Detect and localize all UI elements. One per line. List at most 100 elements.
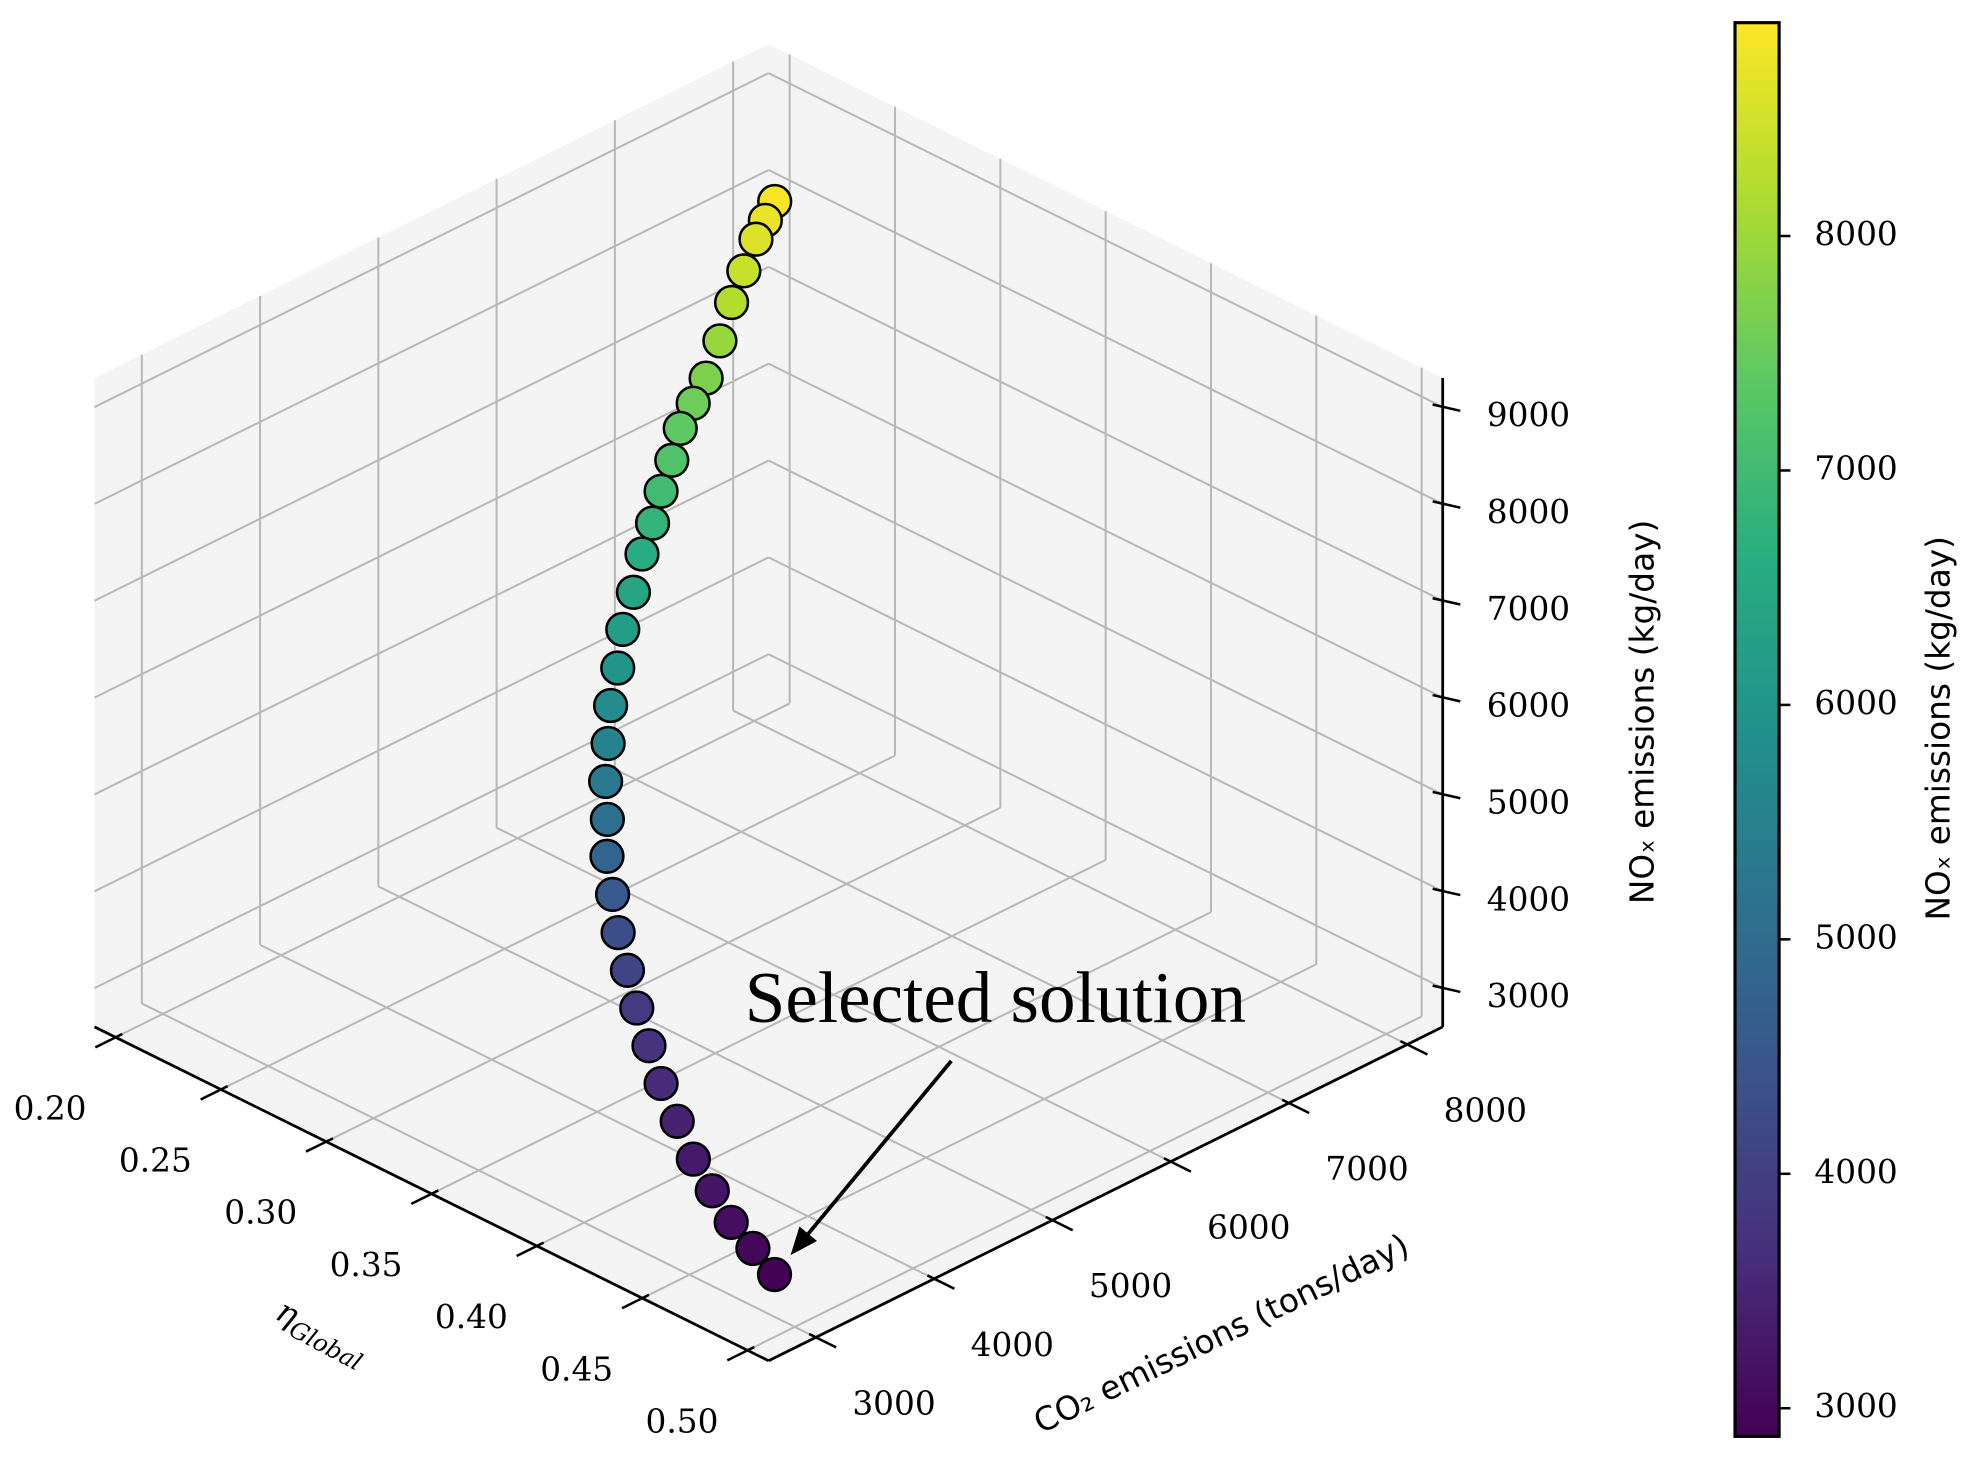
x-tick-label: 0.25 xyxy=(119,1142,192,1180)
tick-mark xyxy=(1432,984,1461,994)
tick-mark xyxy=(1432,597,1461,606)
y-axis-label: CO₂ emissions (tons/day) xyxy=(1028,1226,1415,1441)
x-tick-label: 0.45 xyxy=(540,1350,613,1388)
point xyxy=(590,725,626,762)
z-tick-label: 6000 xyxy=(1487,687,1570,725)
grid-line xyxy=(732,709,1408,1046)
grid-line xyxy=(94,362,770,699)
y-tick-label: 6000 xyxy=(1207,1209,1290,1247)
grid-line xyxy=(768,265,1444,602)
grid-line xyxy=(94,556,770,893)
z-tick-label: 7000 xyxy=(1487,590,1570,628)
z-tick-label: 5000 xyxy=(1487,784,1570,822)
colorbar: 3000 4000 5000 6000 7000 8000 xyxy=(1733,21,1898,1438)
tick-mark xyxy=(410,1189,439,1205)
grid-line xyxy=(768,459,1444,796)
tick-mark xyxy=(516,1241,545,1258)
tick-mark xyxy=(1432,887,1461,897)
annotation: Selected solution xyxy=(745,957,1246,1038)
grid-line xyxy=(536,911,1212,1247)
pane-left xyxy=(94,44,769,1027)
x-label-subscript: Global xyxy=(285,1314,367,1376)
x-tick-label: 0.35 xyxy=(330,1246,403,1284)
y-tick-label: 7000 xyxy=(1325,1150,1408,1188)
z-tick-label: 3000 xyxy=(1487,977,1570,1015)
point xyxy=(654,442,690,478)
x-axis-label: ηGlobal xyxy=(267,1292,374,1376)
x-tick-label: 0.50 xyxy=(646,1402,719,1440)
colorbar-tick-label: 6000 xyxy=(1814,684,1897,722)
point xyxy=(631,1028,667,1064)
tick-mark xyxy=(1432,790,1461,800)
tick-mark xyxy=(1281,1098,1310,1115)
points xyxy=(587,183,793,1293)
colorbar-tick-label: 7000 xyxy=(1814,449,1897,487)
tick-mark xyxy=(926,1274,955,1290)
point xyxy=(609,952,646,988)
z-tick-label: 4000 xyxy=(1487,880,1570,918)
colorbar-tick-label: 5000 xyxy=(1814,918,1897,956)
colorbar-tick-label: 4000 xyxy=(1814,1153,1897,1191)
axes: 0.20 0.25 0.30 0.35 0.40 0.45 0.50 3000 4000 5000… xyxy=(14,377,1570,1440)
annotation-arrow xyxy=(800,1059,953,1243)
grid-line xyxy=(94,265,770,602)
colorbar-tick-label: 8000 xyxy=(1814,215,1897,253)
grid-line xyxy=(431,859,1107,1195)
y-tick-label: 3000 xyxy=(852,1384,935,1422)
grid-line xyxy=(94,653,770,990)
point xyxy=(619,990,655,1026)
arrow-head xyxy=(790,1226,817,1256)
point xyxy=(600,914,636,951)
point xyxy=(589,801,625,838)
axis-line xyxy=(93,1025,770,1363)
tick-mark xyxy=(1432,693,1461,703)
y-tick-label: 5000 xyxy=(1089,1267,1172,1305)
x-tick-label: 0.20 xyxy=(14,1089,87,1127)
tick-mark xyxy=(1045,1215,1074,1232)
point xyxy=(738,221,774,257)
grid-line xyxy=(614,768,1290,1104)
point xyxy=(624,536,660,572)
tick-mark xyxy=(200,1085,229,1101)
point xyxy=(605,611,641,648)
z-axis-label: NOₓ emissions (kg/day) xyxy=(1623,520,1661,904)
tick-mark xyxy=(1399,1039,1429,1056)
tick-mark xyxy=(1432,403,1461,413)
tick-mark xyxy=(621,1293,650,1310)
point xyxy=(634,505,671,541)
grid-line xyxy=(325,806,1001,1143)
tick-mark xyxy=(305,1137,334,1153)
point xyxy=(643,1065,679,1102)
grid-line xyxy=(768,556,1444,893)
grid-line xyxy=(141,1002,817,1339)
y-tick-label: 8000 xyxy=(1444,1092,1527,1130)
axis-line xyxy=(767,1025,1444,1363)
point xyxy=(659,1103,695,1139)
colorbar-label: NOₓ emissions (kg/day) xyxy=(1919,536,1957,920)
point xyxy=(589,838,625,874)
point xyxy=(587,763,624,800)
point xyxy=(594,876,631,913)
tick-mark xyxy=(808,1332,837,1349)
colorbar-tick-label: 3000 xyxy=(1814,1387,1897,1425)
point xyxy=(756,1256,793,1293)
point xyxy=(675,1141,711,1177)
point xyxy=(600,650,636,686)
point xyxy=(615,574,652,610)
point xyxy=(713,1204,749,1241)
x-tick-label: 0.30 xyxy=(224,1194,297,1232)
colorbar-gradient xyxy=(1733,21,1781,1438)
grid-line xyxy=(768,72,1444,408)
point xyxy=(694,1173,730,1209)
grid-line xyxy=(115,702,791,1039)
x-tick-label: 0.40 xyxy=(435,1298,508,1336)
tick-mark xyxy=(726,1345,755,1362)
grid-line xyxy=(259,943,935,1280)
grid-line xyxy=(768,653,1444,990)
point xyxy=(592,687,629,724)
tick-mark xyxy=(94,1032,123,1049)
grid-line xyxy=(768,169,1444,505)
point xyxy=(662,410,698,447)
point xyxy=(702,323,738,359)
grid-line xyxy=(747,1015,1423,1352)
